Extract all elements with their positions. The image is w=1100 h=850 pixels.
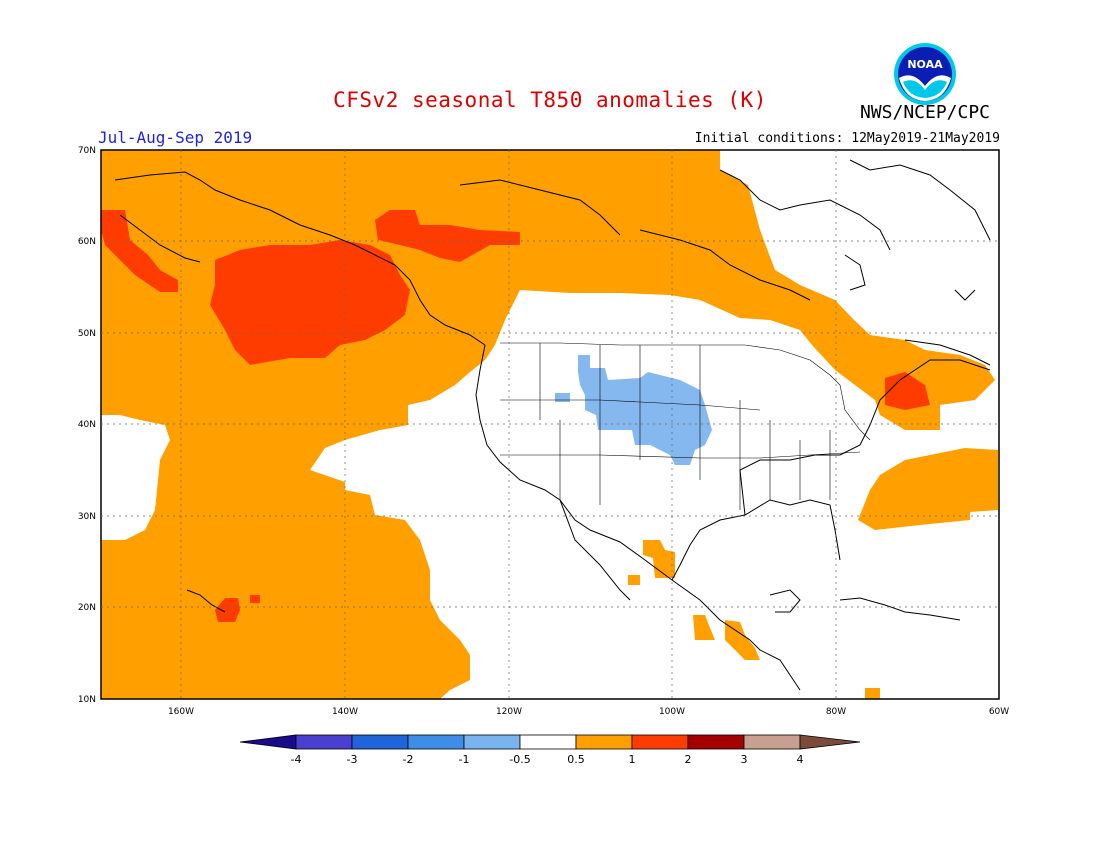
colorbar-label: -3 — [347, 753, 358, 766]
colorbar-seg-7 — [631, 734, 689, 750]
colorbar-label: -2 — [403, 753, 414, 766]
lon-label-80w: 80W — [826, 707, 846, 717]
colorbar-seg-1 — [295, 734, 353, 750]
colorbar — [239, 734, 861, 750]
lon-label-100w: 100W — [659, 707, 685, 717]
colorbar-label: -1 — [459, 753, 470, 766]
colorbar-seg-0 — [239, 734, 297, 750]
agency-label: NWS/NCEP/CPC — [859, 102, 991, 123]
initial-conditions-label: Initial conditions: 12May2019-21May2019 — [694, 131, 1000, 146]
lat-label-60n: 60N — [78, 237, 96, 247]
colorbar-seg-10 — [799, 734, 861, 750]
lon-label-140w: 140W — [332, 707, 358, 717]
lon-label-160w: 160W — [168, 707, 194, 717]
anomaly-region-warm-2 — [101, 210, 930, 622]
colorbar-seg-6 — [575, 734, 633, 750]
colorbar-label: 1 — [629, 753, 636, 766]
season-label: Jul-Aug-Sep 2019 — [98, 128, 253, 147]
map-frame — [100, 149, 1000, 700]
colorbar-seg-2 — [351, 734, 409, 750]
latitude-labels: 70N 60N 50N 40N 30N 20N 10N — [78, 146, 96, 705]
lat-label-20n: 20N — [78, 603, 96, 613]
lat-label-50n: 50N — [78, 329, 96, 339]
map-title: CFSv2 seasonal T850 anomalies (K) — [333, 88, 767, 112]
lat-label-40n: 40N — [78, 420, 96, 430]
colorbar-label: 2 — [685, 753, 692, 766]
colorbar-label: -4 — [291, 753, 302, 766]
lat-label-70n: 70N — [78, 146, 96, 156]
colorbar-seg-8 — [687, 734, 745, 750]
colorbar-label: 3 — [741, 753, 748, 766]
noaa-logo: NOAA — [894, 43, 956, 105]
state-borders — [500, 342, 871, 510]
colorbar-seg-9 — [743, 734, 801, 750]
longitude-labels: 160W 140W 120W 100W 80W 60W — [168, 707, 1009, 717]
colorbar-seg-3 — [407, 734, 465, 750]
noaa-logo-text: NOAA — [907, 58, 943, 71]
lat-label-30n: 30N — [78, 512, 96, 522]
colorbar-label: 0.5 — [567, 753, 585, 766]
lon-label-60w: 60W — [989, 707, 1009, 717]
colorbar-labels: -4 -3 -2 -1 -0.5 0.5 1 2 3 4 — [291, 753, 804, 766]
colorbar-label: -0.5 — [509, 753, 530, 766]
lon-label-120w: 120W — [496, 707, 522, 717]
colorbar-seg-4 — [463, 734, 521, 750]
lat-label-10n: 10N — [78, 695, 96, 705]
colorbar-label: 4 — [797, 753, 804, 766]
coastlines — [114, 159, 991, 691]
colorbar-seg-5 — [519, 734, 577, 750]
graticule — [101, 150, 999, 699]
